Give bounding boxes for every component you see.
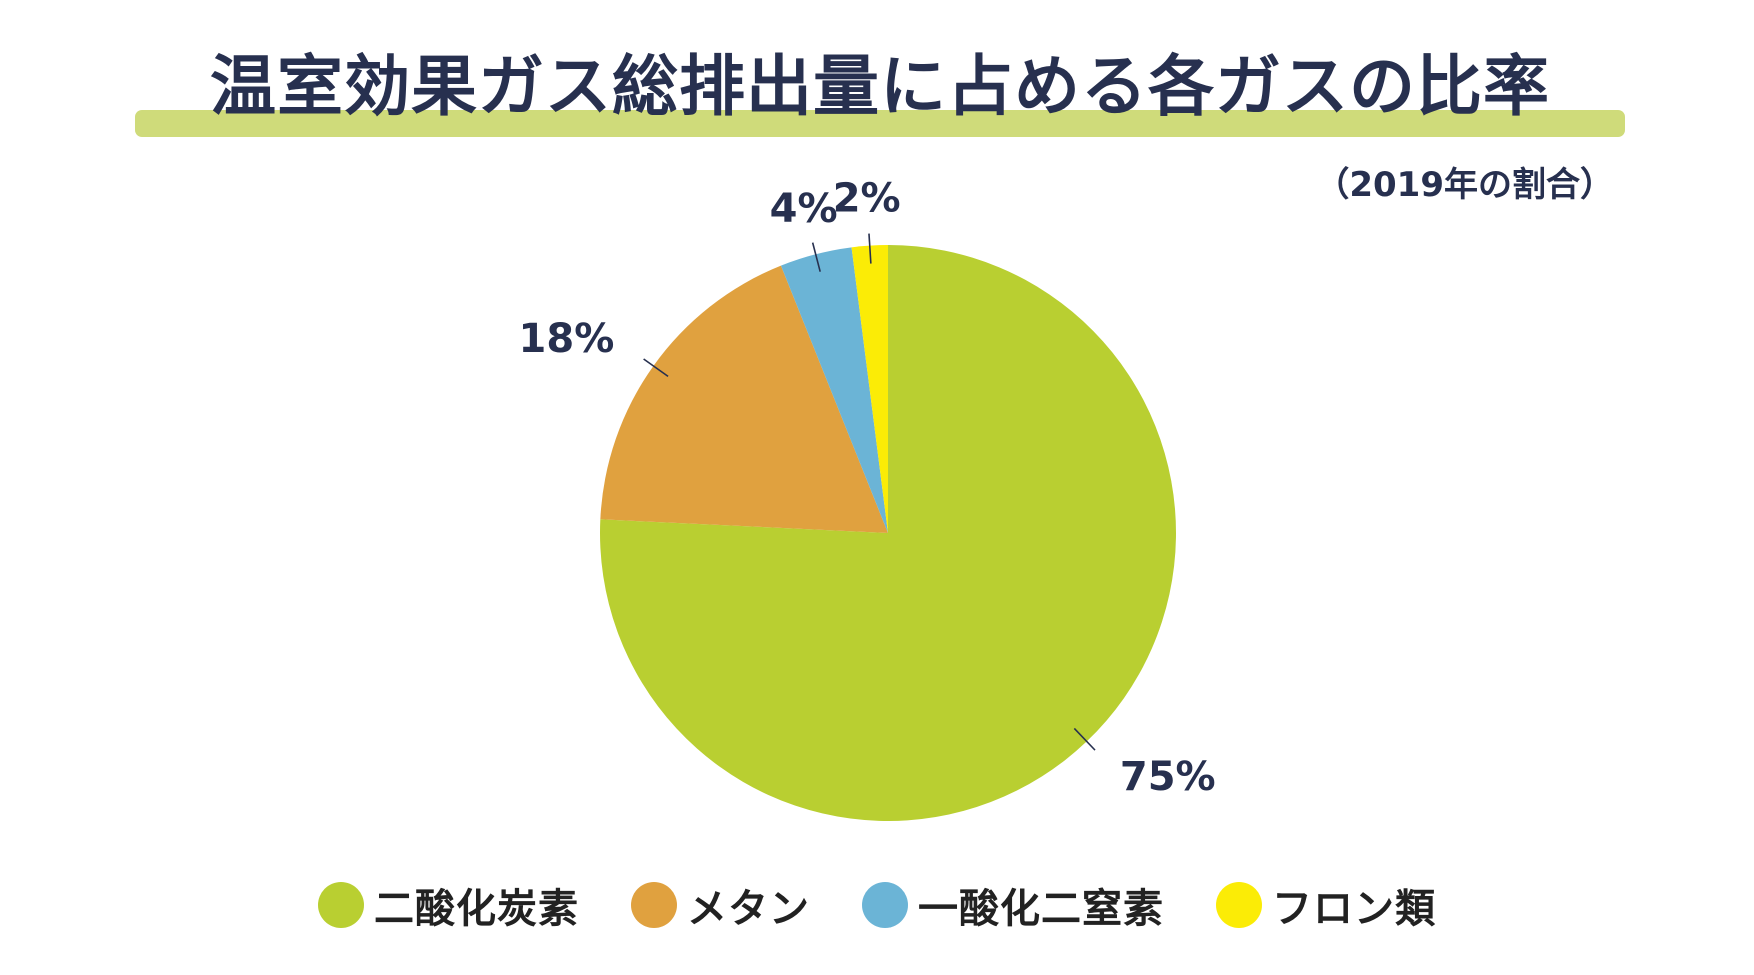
title-block: 温室効果ガス総排出量に占める各ガスの比率 xyxy=(135,30,1625,145)
legend-swatch-icon xyxy=(631,882,677,928)
legend-item-cfc: フロン類 xyxy=(1216,876,1436,934)
chart-title: 温室効果ガス総排出量に占める各ガスの比率 xyxy=(210,48,1550,125)
pie-slice-cfc xyxy=(851,245,888,533)
title-underline-bar xyxy=(135,110,1625,137)
leader-line-methane xyxy=(643,358,669,378)
leader-line-cfc xyxy=(868,233,872,264)
legend-swatch-icon xyxy=(862,882,908,928)
data-label-n2o: 4% xyxy=(770,186,838,232)
legend-item-methane: メタン xyxy=(631,876,810,934)
legend-swatch-icon xyxy=(1216,882,1262,928)
data-label-co2: 75% xyxy=(1120,754,1216,800)
data-label-cfc: 2% xyxy=(833,176,901,222)
legend-item-co2: 二酸化炭素 xyxy=(318,876,579,934)
legend-swatch-icon xyxy=(318,882,364,928)
chart-legend: 二酸化炭素 メタン 一酸化二窒素 フロン類 xyxy=(0,876,1754,934)
legend-label: 一酸化二窒素 xyxy=(918,886,1164,932)
pie-slice-n2o xyxy=(780,247,888,533)
leader-line-n2o xyxy=(811,242,821,272)
data-label-methane: 18% xyxy=(519,316,615,362)
legend-label: フロン類 xyxy=(1272,886,1436,932)
pie-slice-methane xyxy=(600,265,888,533)
leader-line-co2 xyxy=(1073,727,1096,751)
legend-label: メタン xyxy=(687,886,810,932)
legend-label: 二酸化炭素 xyxy=(374,886,579,932)
chart-subtitle: （2019年の割合） xyxy=(1315,165,1614,205)
legend-item-n2o: 一酸化二窒素 xyxy=(862,876,1164,934)
